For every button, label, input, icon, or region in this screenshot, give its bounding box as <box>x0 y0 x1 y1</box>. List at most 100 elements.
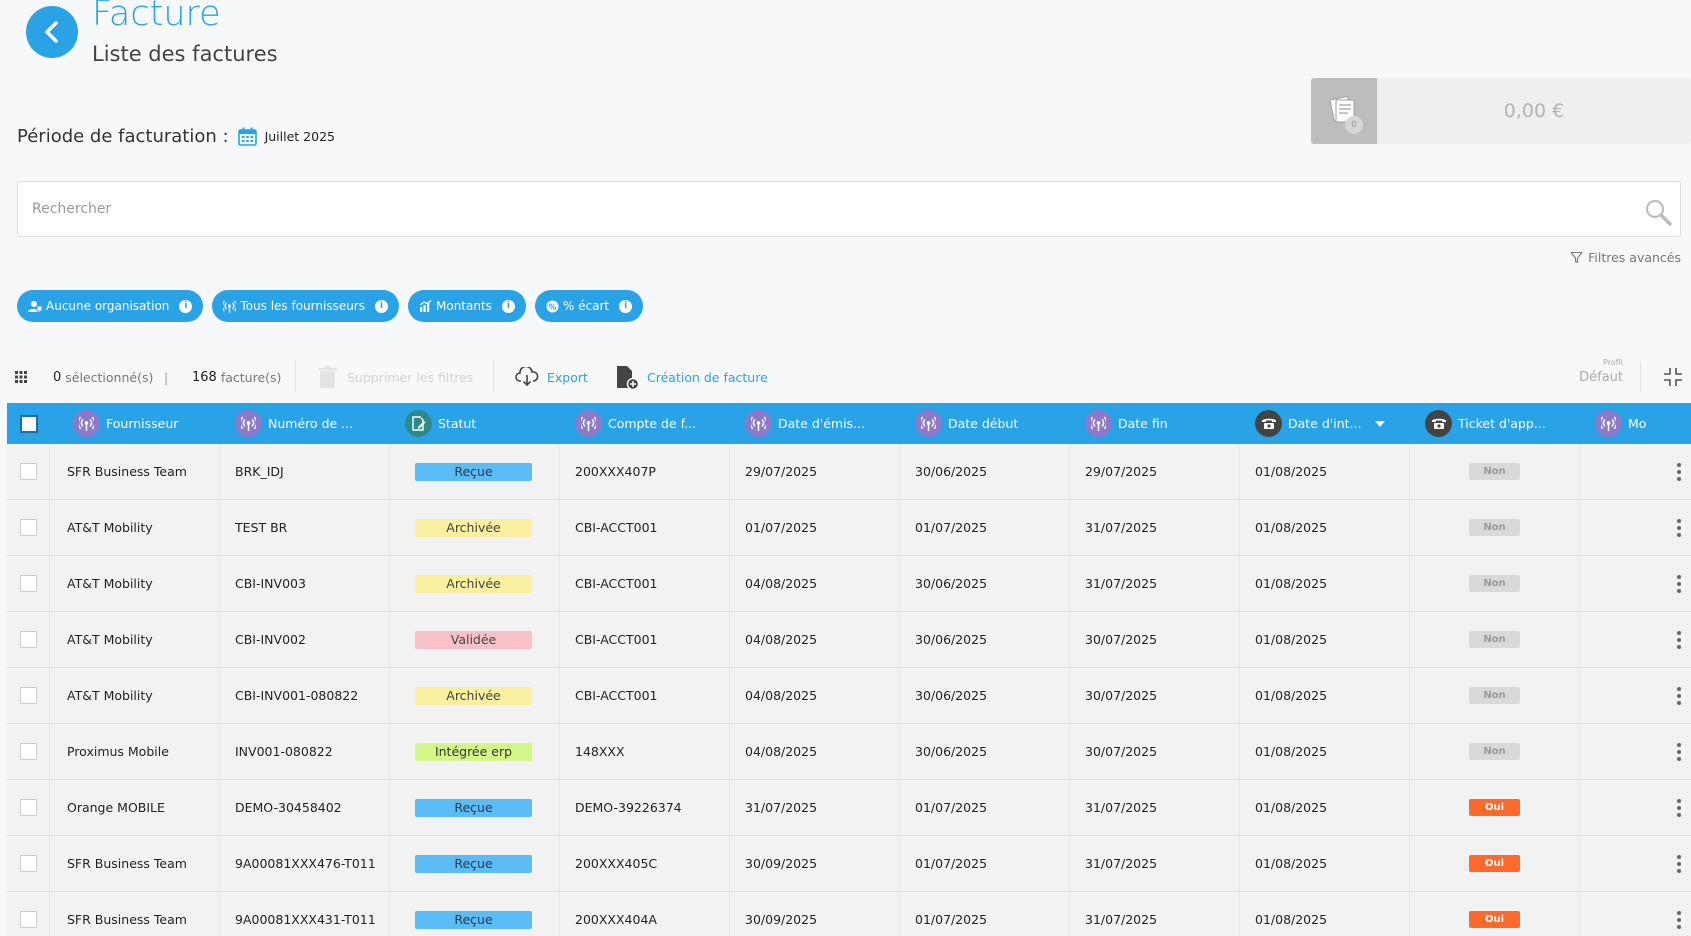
more-options-icon[interactable] <box>1677 797 1681 818</box>
billing-period-selector[interactable]: Juillet 2025 <box>264 129 335 144</box>
search-input[interactable] <box>32 182 1612 236</box>
supplier-cell: AT&T Mobility <box>50 612 220 667</box>
status-badge: Validée <box>415 630 532 649</box>
column-header-amount[interactable]: Mo <box>1580 403 1691 444</box>
calendar-icon[interactable] <box>237 127 257 146</box>
more-options-icon[interactable] <box>1677 461 1681 482</box>
start-date-cell: 01/07/2025 <box>900 892 1070 936</box>
invoice-count-value: 168 <box>192 369 217 385</box>
info-icon[interactable]: i <box>179 299 193 313</box>
start-date-cell: 01/07/2025 <box>900 836 1070 891</box>
more-options-icon[interactable] <box>1677 853 1681 874</box>
more-options-icon[interactable] <box>1677 741 1681 762</box>
column-header-label: Ticket d'app... <box>1458 416 1546 431</box>
table-row[interactable]: AT&T Mobility CBI-INV003 Archivée CBI-AC… <box>7 556 1691 612</box>
column-header-number[interactable]: Numéro de ... <box>220 403 390 444</box>
bar-chart-icon <box>419 300 432 312</box>
table-row[interactable]: Orange MOBILE DEMO-30458402 Reçue DEMO-3… <box>7 780 1691 836</box>
row-checkbox-cell <box>7 668 50 723</box>
advanced-filters-link[interactable]: Filtres avancés <box>1570 250 1681 265</box>
integration-date-cell: 01/08/2025 <box>1240 836 1410 891</box>
more-options-icon[interactable] <box>1677 629 1681 650</box>
status-cell: Reçue <box>390 892 560 936</box>
more-options-icon[interactable] <box>1677 685 1681 706</box>
grid-body: SFR Business Team BRK_IDJ Reçue 200XXX40… <box>7 444 1691 936</box>
table-row[interactable]: SFR Business Team 9A00081XXX431-T011 Reç… <box>7 892 1691 936</box>
end-date-cell: 31/07/2025 <box>1070 836 1240 891</box>
table-row[interactable]: SFR Business Team 9A00081XXX476-T011 Reç… <box>7 836 1691 892</box>
end-date-cell: 31/07/2025 <box>1070 556 1240 611</box>
status-cell: Archivée <box>390 500 560 555</box>
table-row[interactable]: AT&T Mobility TEST BR Archivée CBI-ACCT0… <box>7 500 1691 556</box>
select-all-checkbox[interactable] <box>19 414 38 433</box>
start-date-cell: 01/07/2025 <box>900 500 1070 555</box>
search-icon[interactable] <box>1644 198 1672 230</box>
column-header-supplier[interactable]: Fournisseur <box>50 403 220 444</box>
end-date-cell: 30/07/2025 <box>1070 668 1240 723</box>
row-checkbox[interactable] <box>19 463 37 480</box>
issue-date-cell: 30/09/2025 <box>730 836 900 891</box>
column-header-ticket[interactable]: Ticket d'app... <box>1410 403 1580 444</box>
row-checkbox[interactable] <box>19 911 37 928</box>
clear-filters-button[interactable]: Supprimer les filtres <box>318 360 473 394</box>
issue-date-cell: 04/08/2025 <box>730 668 900 723</box>
row-checkbox[interactable] <box>19 575 37 592</box>
ticket-badge: Non <box>1469 519 1520 536</box>
issue-date-cell: 31/07/2025 <box>730 780 900 835</box>
antenna-icon <box>745 410 772 437</box>
supplier-filter-chip[interactable]: Tous les fournisseurs i <box>212 290 399 322</box>
supplier-cell: AT&T Mobility <box>50 500 220 555</box>
row-actions-cell <box>1580 836 1691 891</box>
column-header-integration-date[interactable]: Date d'int... <box>1240 403 1410 444</box>
invoice-count-label: facture(s) <box>220 369 282 385</box>
row-checkbox-cell <box>7 892 50 936</box>
table-row[interactable]: SFR Business Team BRK_IDJ Reçue 200XXX40… <box>7 444 1691 500</box>
end-date-cell: 30/07/2025 <box>1070 724 1240 779</box>
info-icon[interactable]: i <box>619 299 633 313</box>
row-checkbox[interactable] <box>19 799 37 816</box>
sort-desc-icon[interactable] <box>1375 420 1386 427</box>
selected-count: 0 sélectionné(s) <box>53 360 153 394</box>
account-cell: CBI-ACCT001 <box>560 500 730 555</box>
more-options-icon[interactable] <box>1677 909 1681 930</box>
profile-selector[interactable]: Profil Défaut <box>1579 358 1623 385</box>
amounts-filter-chip[interactable]: Montants i <box>408 290 526 322</box>
variance-filter-chip[interactable]: % % écart i <box>534 290 644 322</box>
column-header-label: Date début <box>948 416 1019 431</box>
column-header-start-date[interactable]: Date début <box>900 403 1070 444</box>
invoice-count: 168 facture(s) <box>192 360 281 394</box>
row-checkbox-cell <box>7 724 50 779</box>
table-row[interactable]: Proximus Mobile INV001-080822 Intégrée e… <box>7 724 1691 780</box>
column-header-issue-date[interactable]: Date d'émis... <box>730 403 900 444</box>
more-options-icon[interactable] <box>1677 517 1681 538</box>
more-options-icon[interactable] <box>1677 573 1681 594</box>
column-header-end-date[interactable]: Date fin <box>1070 403 1240 444</box>
column-header-status[interactable]: Statut <box>390 403 560 444</box>
table-row[interactable]: AT&T Mobility CBI-INV002 Validée CBI-ACC… <box>7 612 1691 668</box>
start-date-cell: 30/06/2025 <box>900 444 1070 499</box>
column-header-account[interactable]: Compte de f... <box>560 403 730 444</box>
table-row[interactable]: AT&T Mobility CBI-INV001-080822 Archivée… <box>7 668 1691 724</box>
row-checkbox[interactable] <box>19 519 37 536</box>
row-checkbox[interactable] <box>19 631 37 648</box>
row-checkbox[interactable] <box>19 855 37 872</box>
ticket-badge: Non <box>1469 575 1520 592</box>
organisation-filter-label: Aucune organisation <box>46 299 170 313</box>
invoice-number-cell: CBI-INV002 <box>220 612 390 667</box>
start-date-cell: 30/06/2025 <box>900 668 1070 723</box>
create-invoice-button[interactable]: Création de facture <box>616 360 768 394</box>
row-checkbox[interactable] <box>19 743 37 760</box>
collapse-icon[interactable] <box>1663 360 1683 394</box>
organisation-filter-chip[interactable]: Aucune organisation i <box>17 290 204 322</box>
column-header-label: Date d'émis... <box>778 416 865 431</box>
row-checkbox[interactable] <box>19 687 37 704</box>
info-icon[interactable]: i <box>501 299 515 313</box>
antenna-icon <box>1085 410 1112 437</box>
invoice-number-cell: 9A00081XXX476-T011 <box>220 836 390 891</box>
info-icon[interactable]: i <box>375 299 388 313</box>
back-button[interactable] <box>26 6 78 58</box>
export-button[interactable]: Export <box>515 360 588 394</box>
grid-view-icon[interactable] <box>15 360 27 394</box>
issue-date-cell: 01/07/2025 <box>730 500 900 555</box>
start-date-cell: 30/06/2025 <box>900 556 1070 611</box>
